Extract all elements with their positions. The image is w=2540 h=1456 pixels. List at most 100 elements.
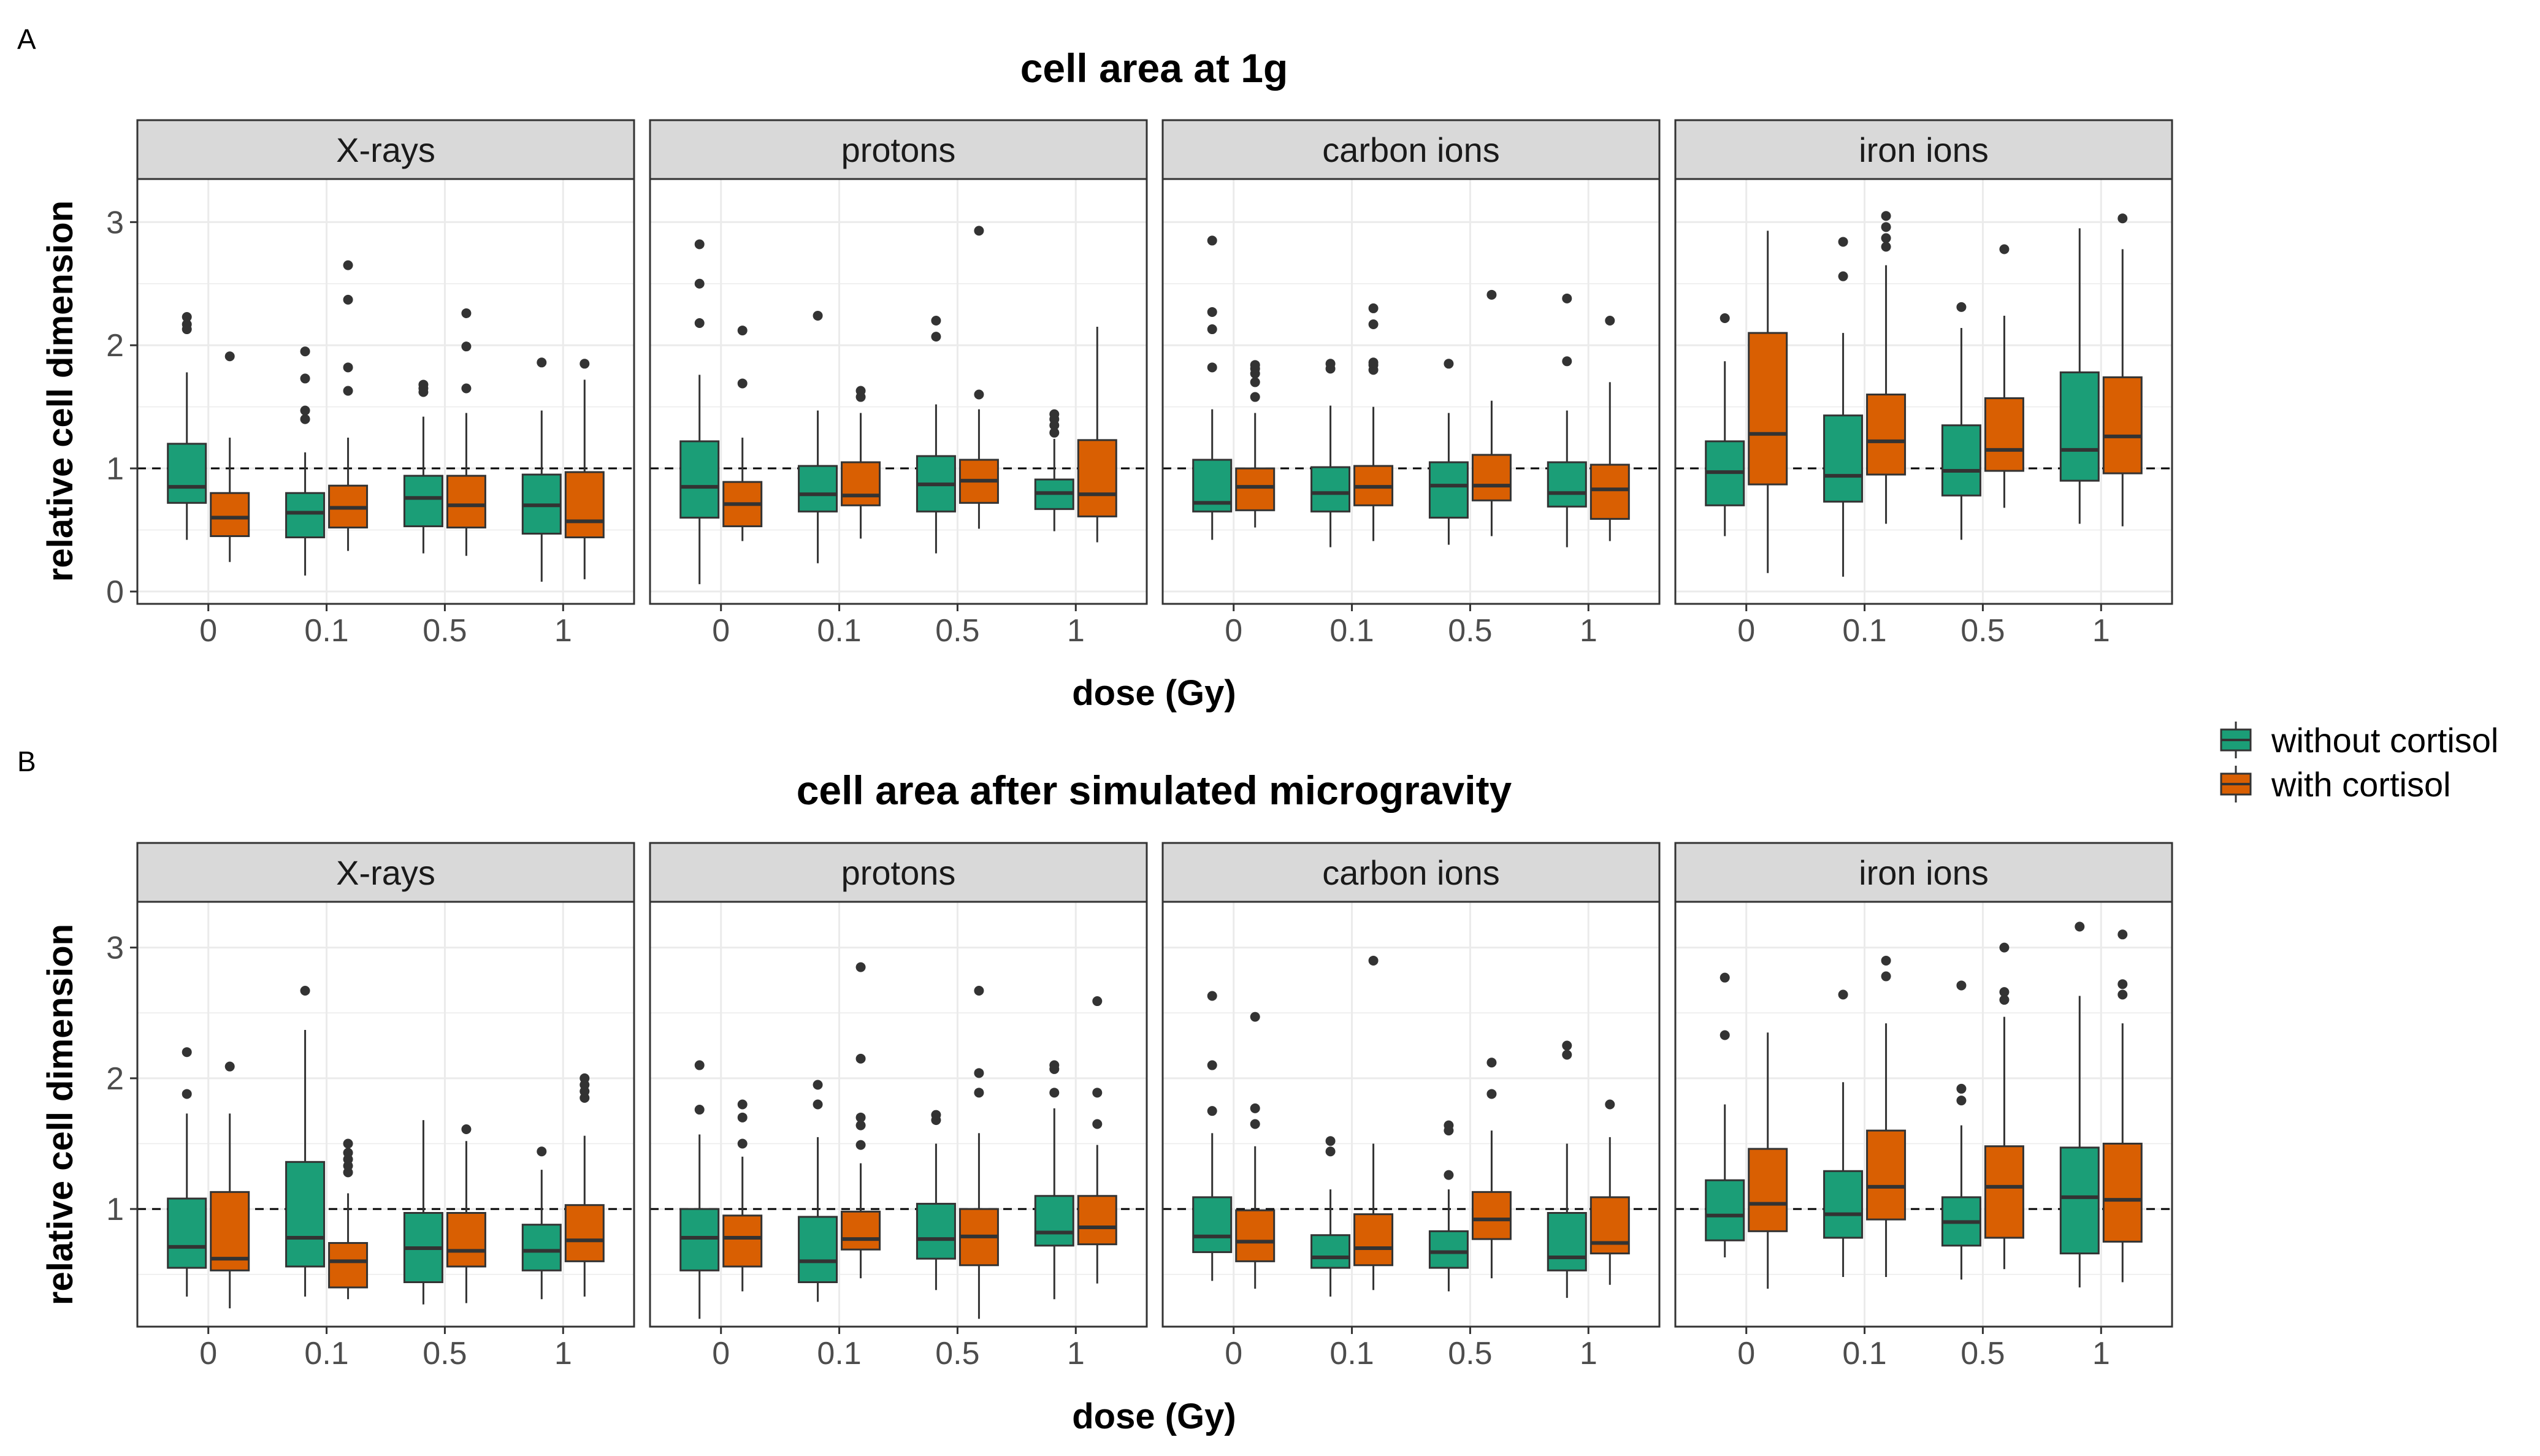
facet-strip	[649, 119, 1148, 180]
x-tick-label: 1	[1580, 1336, 1597, 1371]
outlier-point	[855, 1120, 866, 1130]
box-with-cortisol	[1984, 244, 2024, 508]
outlier-point	[1207, 362, 1217, 373]
outlier-point	[1325, 359, 1336, 369]
box-with-cortisol	[210, 1061, 250, 1309]
outlier-point	[461, 1124, 472, 1135]
outlier-point	[1562, 1050, 1572, 1060]
outlier-point	[855, 1112, 866, 1122]
x-tick-label: 1	[2092, 1336, 2110, 1371]
outlier-point	[300, 414, 310, 424]
box-body	[1941, 424, 1981, 497]
x-tick-label: 0.5	[935, 1336, 979, 1371]
legend-label-with-cortisol: with cortisol	[2271, 765, 2451, 804]
x-tick-label: 0.1	[817, 613, 861, 649]
box-without-cortisol	[1428, 359, 1469, 545]
box-body	[1192, 1196, 1233, 1253]
box-body	[1866, 394, 1907, 476]
y-tick-label: 2	[106, 1061, 124, 1097]
facet-x-rays: X-rays 0 0.1 0.5 1	[136, 842, 635, 1371]
outlier-point	[1719, 1030, 1730, 1040]
outlier-point	[1250, 1119, 1260, 1129]
outlier-point	[300, 373, 310, 384]
facet-protons: protons 0 0.1 0.5 1	[649, 842, 1148, 1371]
facet-strip-label: carbon ions	[1322, 131, 1500, 169]
box-with-cortisol	[1353, 303, 1394, 541]
outlier-point	[343, 1148, 353, 1158]
outlier-point	[855, 1053, 866, 1064]
outlier-point	[224, 1061, 235, 1072]
box-without-cortisol	[1034, 1060, 1074, 1300]
facet-strip-label: X-rays	[336, 131, 435, 169]
outlier-point	[2117, 979, 2128, 989]
box-without-cortisol	[798, 1080, 838, 1302]
x-tick-label: 1	[1067, 613, 1085, 649]
outlier-point	[694, 1105, 705, 1115]
facet-panel-border	[649, 901, 1148, 1328]
outlier-point	[1325, 1136, 1336, 1146]
facet-strip	[1161, 119, 1661, 180]
box-body	[1547, 1211, 1587, 1271]
box-with-cortisol	[1589, 316, 1630, 541]
outlier-point	[1207, 307, 1217, 317]
outlier-point	[1444, 1120, 1454, 1130]
outlier-point	[1999, 987, 2010, 997]
facet-iron-ions: iron ions 0 0.1 0.5 1	[1674, 842, 2173, 1371]
facet-panel-border	[1674, 178, 2173, 605]
outlier-point	[343, 386, 353, 396]
box-body	[1589, 463, 1630, 520]
facet-panel-border	[1674, 901, 2173, 1328]
facet-strip	[1674, 119, 2173, 180]
outlier-point	[931, 332, 941, 342]
facet-panel-border	[649, 178, 1148, 605]
outlier-point	[2075, 921, 2085, 932]
box-without-cortisol	[1192, 991, 1233, 1281]
outlier-point	[300, 405, 310, 416]
outlier-point	[1486, 1089, 1497, 1099]
box-body	[1235, 467, 1276, 511]
box-with-cortisol	[1748, 1032, 1788, 1289]
outlier-point	[1325, 1146, 1336, 1157]
outlier-point	[343, 294, 353, 305]
outlier-point	[974, 1068, 984, 1078]
outlier-point	[1486, 1058, 1497, 1068]
box-without-cortisol	[1705, 972, 1745, 1257]
outlier-point	[1207, 1106, 1217, 1116]
outlier-point	[1838, 271, 1848, 281]
outlier-point	[182, 1089, 192, 1099]
x-tick-label: 0	[1737, 1336, 1755, 1371]
box-body	[1823, 414, 1864, 503]
outlier-point	[182, 319, 192, 330]
facet-strip-label: protons	[841, 853, 956, 892]
x-tick-label: 0	[199, 1336, 217, 1371]
x-tick-label: 0.5	[1448, 1336, 1492, 1371]
facet-panel	[1675, 902, 2172, 1327]
outlier-point	[537, 1146, 547, 1157]
outlier-point	[1605, 1099, 1615, 1110]
box-body	[1353, 1213, 1394, 1267]
facet-strip	[136, 842, 635, 903]
facet-strip-label: protons	[841, 131, 956, 169]
outlier-point	[1838, 237, 1848, 247]
facet-strip	[649, 842, 1148, 903]
facet-panel-border	[1161, 901, 1661, 1328]
outlier-point	[931, 1110, 941, 1120]
y-tick-label: 2	[106, 328, 124, 364]
box-with-cortisol	[958, 226, 999, 529]
x-tick-label: 0	[199, 613, 217, 649]
facet-panel-border	[136, 178, 635, 605]
box-body	[167, 1197, 207, 1269]
x-tick-label: 1	[1067, 1336, 1085, 1371]
box-without-cortisol	[1192, 235, 1233, 540]
outlier-point	[694, 318, 705, 329]
box-without-cortisol	[679, 1060, 720, 1319]
outlier-point	[1250, 1103, 1260, 1113]
y-tick-label: 0	[106, 574, 124, 610]
outlier-point	[580, 359, 590, 369]
outlier-point	[1838, 989, 1848, 1000]
box-body	[1471, 454, 1512, 501]
outlier-point	[1368, 357, 1379, 368]
box-without-cortisol	[403, 1120, 443, 1305]
x-tick-label: 0	[1737, 613, 1755, 649]
outlier-point	[855, 386, 866, 396]
